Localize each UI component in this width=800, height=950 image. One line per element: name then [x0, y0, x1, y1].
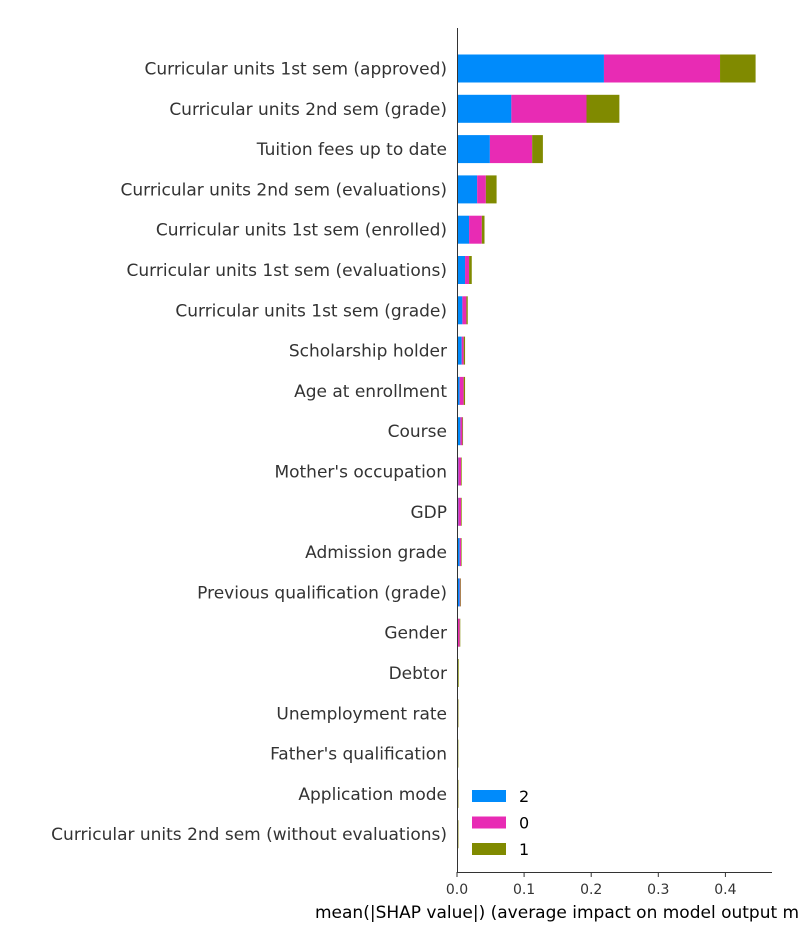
feature-label: Curricular units 1st sem (grade): [175, 301, 447, 321]
bar-segment-2: [457, 94, 512, 123]
feature-label: Scholarship holder: [289, 342, 447, 362]
bar-segment-2: [457, 578, 460, 607]
bar-segment-2: [457, 417, 461, 446]
bar-segment-1: [457, 739, 459, 768]
bar-segment-1: [463, 336, 466, 365]
bar-segment-0: [461, 336, 464, 365]
legend-label: 1: [519, 840, 529, 859]
bar-segment-0: [477, 175, 486, 204]
feature-label: Father's qualification: [270, 745, 447, 765]
bar-segment-2: [457, 376, 460, 405]
legend-swatch-0: [472, 816, 506, 829]
feature-labels-group: Curricular units 1st sem (approved) Curri…: [51, 60, 447, 846]
legend-label: 0: [519, 814, 529, 833]
bar-segment-1: [457, 699, 459, 728]
bar-segment-0: [458, 497, 462, 526]
feature-label: Curricular units 2nd sem (without evalua…: [51, 825, 447, 845]
feature-label: Age at enrollment: [294, 382, 447, 402]
bar-segment-1: [469, 256, 472, 284]
feature-label: Gender: [384, 624, 447, 644]
bar-segment-0: [511, 94, 587, 123]
x-ticks-group: 0.0 0.1 0.2 0.3 0.4: [446, 872, 737, 898]
bar-segment-2: [457, 54, 604, 83]
x-axis-title: mean(|SHAP value|) (average impact on mo…: [315, 903, 800, 923]
feature-label: Curricular units 1st sem (evaluations): [127, 261, 447, 281]
feature-label: Course: [388, 422, 447, 442]
bar-segment-2: [457, 538, 460, 567]
bar-segment-2: [457, 135, 490, 164]
bar-segment-1: [485, 175, 497, 204]
bars-group: [457, 54, 756, 849]
bar-segment-1: [461, 457, 462, 486]
bar-segment-0: [489, 135, 533, 164]
feature-label: Curricular units 2nd sem (grade): [169, 100, 447, 120]
bar-segment-1: [463, 376, 466, 405]
bar-segment-2: [457, 175, 478, 204]
feature-label: Previous qualification (grade): [197, 583, 447, 603]
bar-segment-1: [457, 779, 459, 808]
bar-segment-0: [462, 296, 467, 325]
legend-swatch-1: [472, 843, 506, 855]
bar-segment-1: [481, 215, 485, 244]
bar-segment-1: [462, 417, 464, 446]
feature-label: Unemployment rate: [276, 704, 447, 724]
legend-label: 2: [519, 787, 529, 806]
bar-segment-1: [457, 659, 459, 687]
x-tick-label: 0.1: [513, 882, 535, 898]
bar-segment-2: [457, 296, 463, 325]
bar-segment-1: [466, 296, 468, 325]
feature-label: Admission grade: [305, 543, 447, 563]
bar-segment-1: [720, 54, 756, 83]
legend: 2 0 1: [472, 787, 529, 859]
feature-label: Curricular units 1st sem (approved): [144, 60, 447, 80]
x-tick-label: 0.4: [714, 882, 736, 898]
legend-swatch-2: [472, 790, 506, 802]
bar-segment-2: [457, 256, 466, 284]
x-tick-label: 0.2: [580, 882, 602, 898]
feature-label: Tuition fees up to date: [256, 140, 447, 160]
bar-segment-1: [461, 538, 462, 567]
bar-segment-1: [457, 820, 459, 849]
bar-segment-2: [457, 336, 462, 365]
bar-segment-0: [459, 578, 461, 607]
feature-label: Application mode: [298, 785, 447, 805]
x-tick-label: 0.3: [647, 882, 669, 898]
bar-segment-1: [459, 618, 461, 647]
bar-segment-0: [465, 256, 470, 284]
bar-segment-1: [461, 497, 462, 526]
bar-segment-0: [460, 417, 463, 446]
bar-segment-1: [532, 135, 543, 164]
bar-segment-2: [457, 215, 470, 244]
feature-label: GDP: [410, 503, 447, 523]
bar-segment-0: [457, 618, 460, 647]
bar-segment-1: [460, 578, 461, 607]
bar-segment-0: [603, 54, 721, 83]
feature-label: Debtor: [389, 664, 447, 684]
bar-segment-0: [458, 457, 462, 486]
bar-segment-1: [586, 94, 620, 123]
x-tick-label: 0.0: [446, 882, 468, 898]
bar-segment-0: [459, 376, 464, 405]
bar-segment-0: [459, 538, 462, 567]
bar-segment-0: [469, 215, 482, 244]
feature-label: Curricular units 2nd sem (evaluations): [120, 180, 447, 200]
feature-label: Curricular units 1st sem (enrolled): [156, 221, 447, 241]
feature-label: Mother's occupation: [274, 463, 447, 483]
